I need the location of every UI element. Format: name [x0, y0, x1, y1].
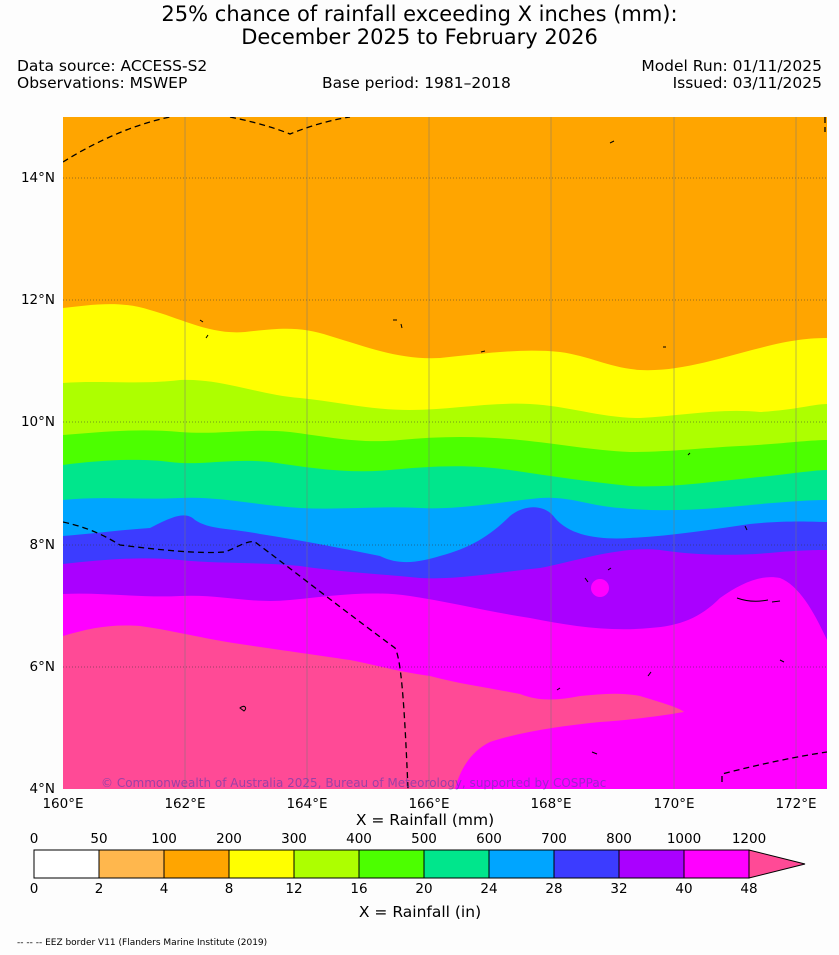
colorbar-segment [358, 849, 425, 879]
colorbar-mm-tick: 500 [411, 831, 437, 847]
lon-label-168e: 168°E [530, 796, 572, 812]
lat-label-4n: 4°N [29, 781, 55, 797]
colorbar-in-tick: 28 [545, 881, 563, 897]
lon-label-172e: 172°E [775, 796, 817, 812]
model-run: Model Run: 01/11/2025 [641, 57, 822, 75]
colorbar-in-tick: 20 [415, 881, 433, 897]
eez-note: -- -- -- EEZ border V11 (Flanders Marine… [17, 938, 268, 948]
lat-label-8n: 8°N [29, 537, 55, 553]
colorbar-segment [98, 849, 165, 879]
magenta-spot [591, 579, 609, 597]
lon-label-170e: 170°E [653, 796, 695, 812]
colorbar [33, 849, 806, 879]
colorbar-segment [553, 849, 620, 879]
colorbar-mm-tick: 600 [476, 831, 502, 847]
lon-label-162e: 162°E [164, 796, 206, 812]
observations: Observations: MSWEP [17, 74, 188, 92]
colorbar-mm-tick: 1000 [666, 831, 702, 847]
base-period: Base period: 1981–2018 [322, 74, 511, 92]
lat-label-12n: 12°N [20, 292, 55, 308]
colorbar-in-tick: 24 [480, 881, 498, 897]
lat-label-10n: 10°N [20, 414, 55, 430]
colorbar-mm-tick: 0 [29, 831, 39, 847]
colorbar-mm-tick: 1200 [731, 831, 767, 847]
colorbar-segment [163, 849, 230, 879]
colorbar-in-tick: 4 [159, 881, 169, 897]
colorbar-mm-tick: 700 [541, 831, 567, 847]
data-source: Data source: ACCESS-S2 [17, 57, 208, 75]
colorbar-in-tick: 48 [740, 881, 758, 897]
colorbar-in-label: X = Rainfall (in) [358, 903, 482, 921]
issued-date: Issued: 03/11/2025 [672, 74, 822, 92]
meridians [184, 117, 797, 789]
lat-label-14n: 14°N [20, 170, 55, 186]
colorbar-mm-tick: 800 [606, 831, 632, 847]
eez-border [63, 117, 827, 789]
colorbar-in-tick: 16 [350, 881, 368, 897]
colorbar-in-tick: 8 [224, 881, 234, 897]
colorbar-in-tick: 32 [610, 881, 628, 897]
lat-label-6n: 6°N [29, 659, 55, 675]
graticule [63, 177, 827, 668]
colorbar-segment [683, 849, 750, 879]
colorbar-in-tick: 12 [285, 881, 303, 897]
colorbar-mm-tick: 100 [151, 831, 177, 847]
title-line-1: 25% chance of rainfall exceeding X inche… [161, 2, 678, 26]
colorbar-segment [423, 849, 490, 879]
colorbar-segment [488, 849, 555, 879]
colorbar-mm-label: X = Rainfall (mm) [355, 811, 495, 829]
colorbar-in-tick: 2 [94, 881, 104, 897]
colorbar-in-tick: 0 [29, 881, 39, 897]
colorbar-segment [618, 849, 685, 879]
colorbar-mm-tick: 200 [216, 831, 242, 847]
colorbar-mm-tick: 300 [281, 831, 307, 847]
colorbar-segment [33, 849, 100, 879]
band-highest-pink [63, 625, 684, 789]
colorbar-mm-tick: 400 [346, 831, 372, 847]
colorbar-extend-arrow [748, 849, 806, 879]
lon-label-164e: 164°E [286, 796, 328, 812]
copyright-watermark: © Commonwealth of Australia 2025, Bureau… [101, 776, 607, 790]
colorbar-mm-tick: 50 [90, 831, 108, 847]
lon-label-166e: 166°E [408, 796, 450, 812]
colorbar-segment [228, 849, 295, 879]
colorbar-segment [293, 849, 360, 879]
title-line-2: December 2025 to February 2026 [241, 25, 598, 49]
colorbar-in-tick: 40 [675, 881, 693, 897]
lon-label-160e: 160°E [42, 796, 84, 812]
